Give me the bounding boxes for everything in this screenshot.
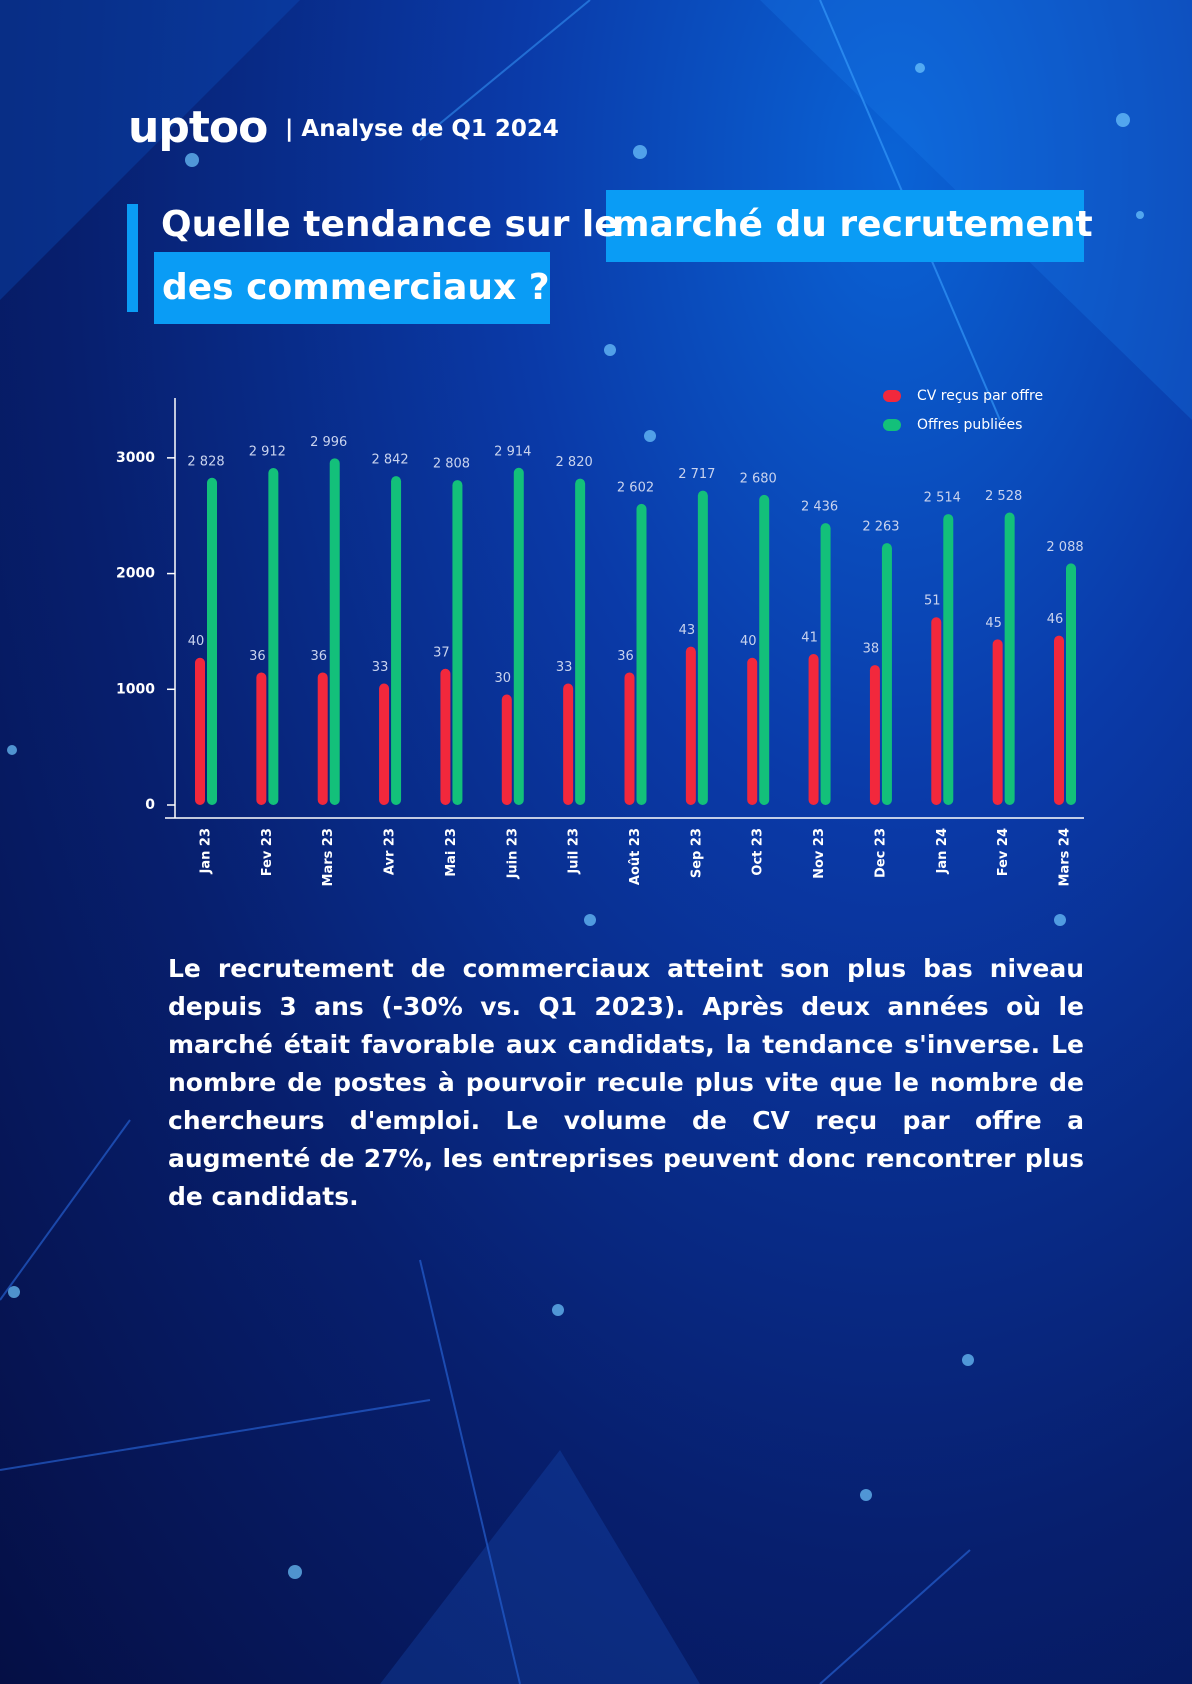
title-highlight: marché du recrutement [606,190,1093,262]
title-accent [127,204,138,312]
data-label: 38 [863,642,880,657]
data-label: 2 828 [187,454,224,469]
data-label: 36 [249,649,266,664]
data-label: 2 914 [494,444,531,459]
bar [379,683,390,805]
data-label: 2 514 [924,491,961,506]
bar [501,694,512,805]
bar [759,494,770,805]
data-label: 2 842 [371,453,408,468]
y-tick-label: 1000 [116,681,155,697]
data-label: 2 912 [249,445,286,460]
legend-swatch [883,419,901,431]
bar [943,514,954,805]
y-tick-label: 3000 [116,450,155,466]
x-tick-label: Fev 23 [260,828,275,876]
data-label: 45 [985,616,1002,631]
data-label: 2 088 [1046,540,1083,555]
data-label: 36 [310,649,327,664]
legend-label: Offres publiées [917,417,1022,433]
bar [697,490,708,805]
bar [931,617,942,805]
bar [1004,512,1015,805]
data-label: 51 [924,594,941,609]
bar [636,503,647,805]
data-label: 2 717 [678,467,715,482]
bar [207,477,217,805]
paragraph: Le recrutement de commerciaux atteint so… [168,954,1084,1211]
bar [820,523,831,805]
bar [1054,635,1064,805]
x-tick-label: Jan 24 [935,828,950,874]
x-tick-label: Avr 23 [383,828,398,875]
data-label: 46 [1047,612,1064,627]
data-label: 2 263 [862,520,899,535]
y-tick-label: 2000 [116,566,155,582]
data-label: 33 [556,660,573,675]
bar [268,468,279,805]
legend-label: CV reçus par offre [917,388,1043,404]
data-label: 41 [801,631,818,646]
data-label: 2 680 [740,471,777,486]
title: Quelle tendance sur le [161,204,619,245]
bar [747,657,758,805]
data-label: 2 602 [617,480,654,495]
x-tick-label: Dec 23 [873,828,888,878]
x-tick-label: Nov 23 [812,828,827,879]
bar [685,646,696,805]
x-tick-label: Sep 23 [689,828,704,878]
bar [513,467,524,805]
x-tick-label: Oct 23 [751,828,766,876]
data-label: 40 [740,634,757,649]
data-label: 40 [188,634,205,649]
x-tick-label: Mai 23 [444,828,459,877]
bar [869,665,880,805]
bar [808,654,819,805]
bar [391,476,402,805]
bar [992,639,1003,805]
x-tick-label: Juil 23 [567,828,582,875]
x-tick-label: Mars 23 [321,828,336,886]
bar [452,480,463,805]
data-label: 2 436 [801,500,838,515]
bar [195,657,205,805]
bar [317,672,328,805]
bar [563,683,574,805]
x-tick-label: Mars 24 [1058,828,1073,886]
bar [256,672,267,805]
x-tick-label: Fev 24 [996,828,1011,876]
bar [1066,563,1076,805]
bar [440,668,451,805]
data-label: 2 820 [556,455,593,470]
header-subtitle: | Analyse de Q1 2024 [285,116,559,142]
logo: uptoo [128,102,268,153]
data-label: 36 [617,649,634,664]
title-highlight: des commerciaux ? [154,252,550,324]
data-label: 30 [495,671,512,686]
bar [329,458,340,805]
data-label: 2 528 [985,489,1022,504]
chart: 0 1000 2000 3000 CV reçus par offre Offres pu… [116,388,1084,886]
bar [624,672,635,805]
data-label: 43 [679,623,696,638]
bar [881,543,892,805]
data-label: 37 [433,645,450,660]
data-label: 33 [372,660,389,675]
y-tick-label: 0 [145,797,155,813]
x-tick-label: Août 23 [628,828,643,885]
x-tick-label: Jan 23 [199,828,214,874]
bar [575,478,586,805]
data-label: 2 996 [310,435,347,450]
legend-swatch [883,390,901,402]
x-tick-label: Juin 23 [505,828,520,879]
data-label: 2 808 [433,457,470,472]
